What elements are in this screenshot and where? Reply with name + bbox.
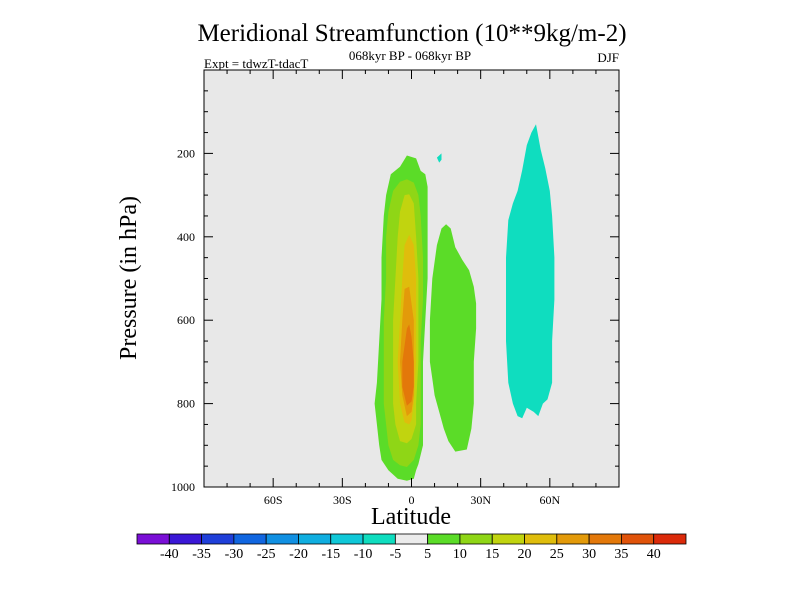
colorbar-label: 15 <box>485 547 499 562</box>
colorbar-label: 40 <box>647 547 661 562</box>
colorbar-label: -40 <box>160 547 179 562</box>
y-tick-label: 400 <box>177 230 195 244</box>
colorbar-swatch <box>588 533 622 545</box>
y-axis-label: Pressure (in hPa) <box>116 196 142 360</box>
colorbar-swatch <box>330 533 364 545</box>
x-tick-label: 60N <box>539 493 560 507</box>
y-tick-label: 1000 <box>171 480 195 494</box>
colorbar-swatch <box>265 533 299 545</box>
contour-negative-speck <box>436 153 442 163</box>
colorbar-swatch <box>427 533 461 545</box>
colorbar-label: -25 <box>257 547 276 562</box>
colorbar-label: 35 <box>614 547 628 562</box>
colorbar-label: -5 <box>390 547 402 562</box>
colorbar-swatch <box>621 533 655 545</box>
y-tick-label: 800 <box>177 397 195 411</box>
chart-title: Meridional Streamfunction (10**9kg/m-2) <box>197 20 626 47</box>
contour-positive-cell-5-north <box>429 224 477 452</box>
colorbar-label: -35 <box>192 547 211 562</box>
colorbar-label: -15 <box>321 547 340 562</box>
x-tick-label: 60S <box>264 493 283 507</box>
colorbar-swatch <box>298 533 332 545</box>
colorbar-label: 10 <box>453 547 467 562</box>
colorbar-swatch <box>491 533 525 545</box>
y-tick-label: 200 <box>177 146 195 160</box>
colorbar-swatch <box>168 533 202 545</box>
colorbar-swatch <box>394 533 429 545</box>
colorbar-swatch <box>362 533 396 545</box>
x-tick-label: 0 <box>409 493 415 507</box>
y-tick-labels: 200 400 600 800 1000 <box>171 146 195 494</box>
colorbar-swatch <box>653 533 687 545</box>
colorbar-swatch <box>556 533 590 545</box>
x-tick-label: 30N <box>470 493 491 507</box>
contour-regions <box>374 124 555 481</box>
colorbar-swatch <box>524 533 558 545</box>
chart-subtitle-right: DJF <box>597 50 619 65</box>
colorbar <box>136 533 687 545</box>
y-tick-label: 600 <box>177 313 195 327</box>
x-tick-labels: 60S 30S 0 30N 60N <box>264 493 561 507</box>
contour-negative-cell-5 <box>506 124 555 419</box>
colorbar-swatch <box>136 533 170 545</box>
colorbar-label: -20 <box>289 547 308 562</box>
colorbar-label: -30 <box>225 547 244 562</box>
colorbar-label: -10 <box>354 547 373 562</box>
chart-subtitle-left: Expt = tdwzT-tdacT <box>204 56 308 71</box>
x-tick-label: 30S <box>333 493 352 507</box>
colorbar-label: 20 <box>518 547 532 562</box>
colorbar-label: 25 <box>550 547 564 562</box>
colorbar-swatch <box>201 533 235 545</box>
colorbar-label: 30 <box>582 547 596 562</box>
axis-ticks <box>204 70 619 488</box>
colorbar-swatch <box>459 533 493 545</box>
x-axis-label: Latitude <box>371 504 451 530</box>
contour-positive-cell-30 <box>402 324 414 406</box>
chart-subtitle-center: 068kyr BP - 068kyr BP <box>349 48 471 63</box>
colorbar-labels: -40 -35 -30 -25 -20 -15 -10 -5 5 10 15 20 25 30 35 40 <box>160 547 661 562</box>
colorbar-label: 5 <box>424 547 431 562</box>
colorbar-swatch <box>233 533 267 545</box>
